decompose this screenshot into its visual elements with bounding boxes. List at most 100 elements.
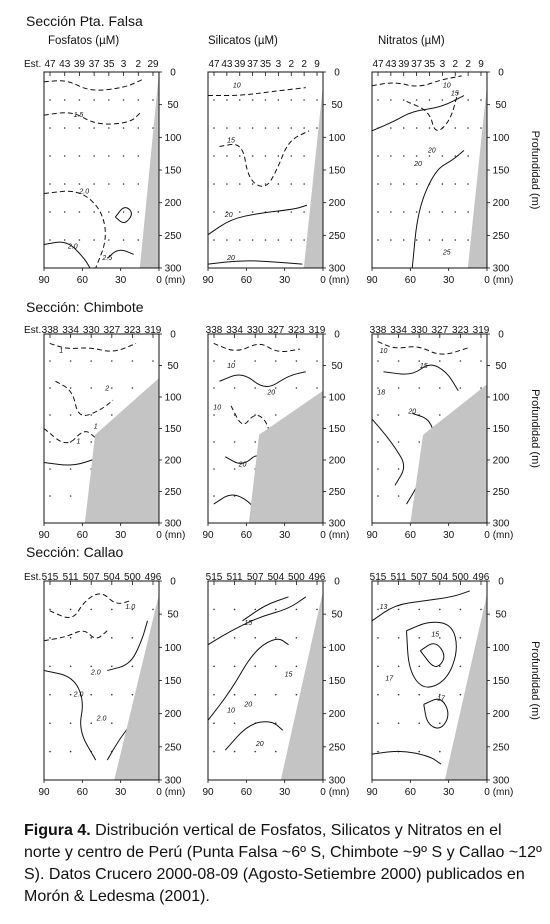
isoline-label: 10 (443, 83, 451, 90)
sample-dot (397, 441, 400, 443)
sample-dot (415, 239, 418, 241)
station-number: 334 (390, 325, 407, 336)
y-tick-label: 250 (493, 487, 510, 498)
x-tick-label: 0 (320, 530, 326, 541)
isoline (224, 721, 284, 751)
x-axis-unit: (mn) (493, 530, 514, 541)
sample-dot (390, 155, 392, 157)
sample-dot (90, 414, 92, 416)
sample-dot (49, 155, 51, 157)
continental-shelf (139, 72, 159, 268)
station-number: 39 (398, 59, 410, 70)
sample-dot (377, 183, 379, 185)
sample-dot (316, 360, 318, 362)
station-number: 319 (145, 325, 162, 336)
sample-dot (213, 722, 215, 724)
isoline (371, 95, 465, 132)
x-tick-label: 0 (156, 787, 162, 798)
station-number: 37 (411, 59, 423, 70)
sample-dot (233, 693, 236, 696)
sample-dot (275, 693, 277, 696)
sample-dot (402, 127, 405, 129)
y-axis-label: Profundidad (m) (529, 389, 541, 468)
station-number: 496 (473, 572, 490, 583)
x-tick-label: 60 (405, 787, 417, 798)
y-tick-label: 150 (493, 424, 510, 435)
isoline-label: 2 (104, 386, 109, 393)
sample-dot (295, 665, 298, 668)
isoline-label: 13 (380, 604, 388, 611)
sample-dot (397, 414, 400, 416)
isoline-label: 18 (377, 389, 385, 396)
sample-dot (418, 360, 421, 362)
x-tick-label: 30 (443, 275, 455, 286)
sample-dot (303, 99, 305, 101)
sample-dot (377, 360, 379, 362)
sample-dot (111, 360, 113, 362)
sample-dot (69, 665, 72, 668)
isoline-label: 17 (385, 676, 394, 683)
sample-dot (264, 183, 267, 185)
isoline-label: 20 (224, 212, 233, 219)
x-tick-label: 90 (202, 275, 214, 286)
sample-dot (277, 155, 280, 157)
isoline (208, 87, 306, 97)
x-axis-unit: (mn) (493, 275, 514, 286)
sample-dot (238, 99, 241, 101)
station-number: 323 (124, 325, 141, 336)
sample-dot (397, 387, 400, 389)
sample-dot (213, 441, 215, 443)
station-number: 3 (276, 59, 282, 70)
sample-dot (49, 637, 51, 639)
isoline (43, 670, 97, 761)
station-number: 338 (42, 325, 59, 336)
isoline (43, 630, 108, 642)
x-tick-label: 0 (484, 530, 490, 541)
sample-dot (93, 183, 95, 185)
sample-dot (213, 99, 215, 101)
station-number: 9 (314, 59, 320, 70)
sample-dot (439, 693, 441, 696)
sample-dot (480, 127, 482, 129)
variable-header: Silicatos (µM) (208, 35, 278, 47)
sample-dot (226, 155, 228, 157)
isoline (207, 260, 303, 265)
y-tick-label: 200 (493, 198, 510, 209)
station-number: 319 (473, 325, 490, 336)
sample-dot (418, 722, 421, 724)
sample-dot (377, 155, 379, 157)
sample-dot (275, 608, 277, 611)
sample-dot (459, 360, 462, 362)
sample-dot (418, 750, 421, 753)
x-tick-label: 60 (77, 275, 89, 286)
station-number: 327 (267, 325, 284, 336)
sample-dot (277, 211, 280, 213)
station-number: 47 (372, 59, 384, 70)
sample-dot (397, 608, 400, 611)
x-axis-unit: (mn) (165, 787, 186, 798)
isoline (55, 380, 114, 417)
sample-dot (233, 722, 236, 724)
isoline-label: 2.0 (96, 715, 107, 722)
isoline-label: 20 (255, 741, 264, 748)
isoline-label: 15 (420, 363, 428, 370)
sample-dot (254, 637, 256, 639)
sample-dot (480, 99, 482, 101)
x-tick-label: 0 (320, 787, 326, 798)
panel-frame (371, 71, 488, 269)
station-number: 515 (206, 572, 223, 583)
station-number: 37 (247, 59, 259, 70)
y-tick-label: 300 (493, 519, 510, 530)
section-title: Sección Pta. Falsa (26, 13, 143, 29)
isoline-label: 10 (227, 707, 235, 714)
sample-dot (439, 360, 441, 362)
sample-dot (90, 387, 92, 389)
sample-dot (377, 722, 379, 724)
sample-dot (402, 99, 405, 101)
sample-dot (111, 414, 113, 416)
sample-dot (428, 239, 431, 241)
sample-dot (63, 99, 66, 101)
